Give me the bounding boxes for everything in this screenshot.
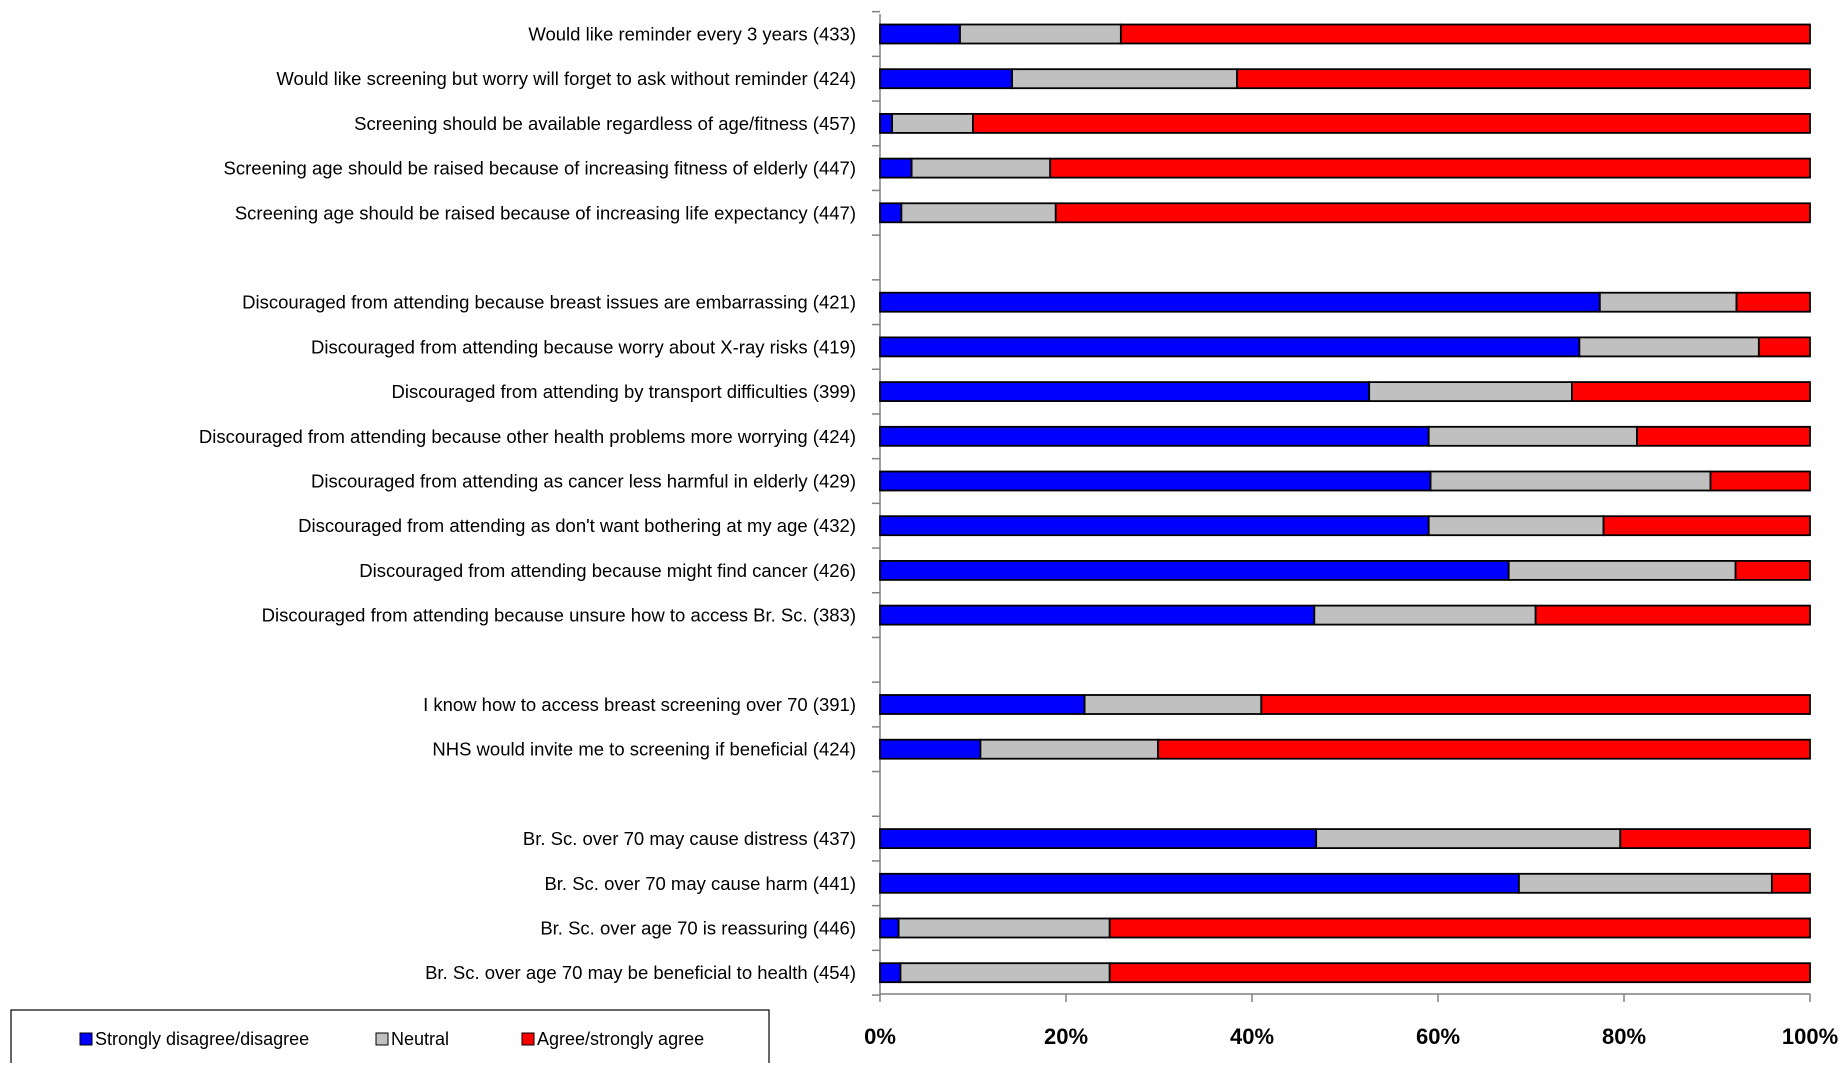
category-labels: Would like reminder every 3 years (433) W… bbox=[199, 24, 856, 984]
bar-segment-agree bbox=[1619, 828, 1811, 849]
bar-segment-neutral bbox=[1368, 381, 1573, 403]
bar-segment-agree bbox=[1757, 336, 1811, 358]
legend-swatch bbox=[79, 1032, 93, 1046]
bar-segment-disagree bbox=[879, 604, 1316, 626]
bar-segment-neutral bbox=[1598, 291, 1738, 313]
bar-segment-disagree bbox=[879, 113, 893, 134]
category-label: Br. Sc. over 70 may cause distress (437) bbox=[523, 828, 856, 849]
bar-segment-agree bbox=[1236, 68, 1811, 90]
bar-segment-neutral bbox=[897, 917, 1111, 939]
bar-segment-neutral bbox=[899, 962, 1111, 984]
bar-segment-neutral bbox=[1518, 872, 1773, 894]
legend-swatch bbox=[521, 1032, 535, 1046]
legend-swatch bbox=[375, 1032, 389, 1046]
category-label: Discouraged from attending because breas… bbox=[242, 292, 856, 313]
category-label: Br. Sc. over age 70 may be beneficial to… bbox=[425, 962, 856, 983]
category-label: Discouraged from attending by transport … bbox=[392, 381, 856, 402]
bar-segment-disagree bbox=[879, 828, 1318, 849]
bar-segment-neutral bbox=[1429, 470, 1712, 492]
bar-segment-disagree bbox=[879, 68, 1013, 90]
bar-segment-agree bbox=[1735, 291, 1811, 313]
x-tick-label: 60% bbox=[1416, 1024, 1460, 1049]
bar-segment-disagree bbox=[879, 962, 902, 984]
category-label: NHS would invite me to screening if bene… bbox=[432, 739, 856, 760]
bar-segment-disagree bbox=[879, 381, 1371, 403]
category-label: Would like screening but worry will forg… bbox=[276, 68, 856, 89]
category-label: Discouraged from attending as cancer les… bbox=[311, 471, 856, 492]
legend-box bbox=[10, 1009, 770, 1068]
bar-segment-neutral bbox=[891, 113, 974, 134]
bar-segment-disagree bbox=[879, 291, 1601, 313]
category-label: Br. Sc. over 70 may cause harm (441) bbox=[544, 873, 856, 894]
bar-segment-neutral bbox=[1011, 68, 1239, 90]
legend-label: Strongly disagree/disagree bbox=[95, 1029, 309, 1049]
bar-segment-neutral bbox=[979, 738, 1159, 760]
bar-segment-disagree bbox=[879, 515, 1430, 537]
category-label: Discouraged from attending because other… bbox=[199, 426, 856, 447]
legend: Strongly disagree/disagree Neutral Agree/s… bbox=[10, 1009, 770, 1068]
x-tick-label: 100% bbox=[1782, 1024, 1838, 1049]
bar-segment-agree bbox=[1602, 515, 1811, 537]
bar-segment-agree bbox=[1049, 157, 1811, 179]
legend-label: Neutral bbox=[391, 1029, 449, 1049]
bar-segment-disagree bbox=[879, 23, 961, 45]
bar-segment-disagree bbox=[879, 157, 913, 179]
bar-segment-disagree bbox=[879, 202, 903, 224]
x-tick-label: 20% bbox=[1044, 1024, 1088, 1049]
category-label: Screening age should be raised because o… bbox=[235, 202, 856, 223]
bar-segment-neutral bbox=[1427, 425, 1638, 447]
bar-segment-disagree bbox=[879, 336, 1581, 358]
bar-segment-agree bbox=[1157, 738, 1811, 760]
x-tick-label: 0% bbox=[864, 1024, 896, 1049]
category-label: Screening age should be raised because o… bbox=[224, 158, 856, 179]
category-label: Discouraged from attending because unsur… bbox=[262, 605, 856, 626]
category-label: Discouraged from attending because might… bbox=[359, 560, 856, 581]
bar-segment-disagree bbox=[879, 560, 1510, 581]
bar-segment-neutral bbox=[959, 23, 1122, 45]
category-label: I know how to access breast screening ov… bbox=[423, 694, 856, 715]
bar-segment-neutral bbox=[910, 157, 1052, 179]
bar-segment-agree bbox=[1709, 470, 1811, 492]
bar-segment-disagree bbox=[879, 872, 1520, 894]
bar-segment-agree bbox=[1054, 202, 1811, 224]
bar-segment-agree bbox=[1636, 425, 1811, 447]
bar-segment-disagree bbox=[879, 470, 1432, 492]
bar-segment-agree bbox=[1260, 694, 1811, 715]
category-label: Screening should be available regardless… bbox=[354, 113, 856, 134]
bar-segment-disagree bbox=[879, 738, 982, 760]
category-label: Br. Sc. over age 70 is reassuring (446) bbox=[540, 918, 856, 939]
category-label: Discouraged from attending as don't want… bbox=[298, 515, 856, 536]
bar-segment-neutral bbox=[1083, 694, 1263, 715]
bar-segment-agree bbox=[1108, 917, 1811, 939]
bar-segment-agree bbox=[972, 113, 1811, 134]
category-label: Discouraged from attending because worry… bbox=[311, 336, 856, 357]
bar-segment-neutral bbox=[1427, 515, 1605, 537]
bar-segment-agree bbox=[1108, 962, 1811, 984]
bar-segment-neutral bbox=[1315, 828, 1622, 849]
bar-segment-neutral bbox=[900, 202, 1057, 224]
x-tick-label: 80% bbox=[1602, 1024, 1646, 1049]
bar-segment-agree bbox=[1734, 560, 1811, 581]
bar-segment-neutral bbox=[1313, 604, 1537, 626]
bar-segment-agree bbox=[1770, 872, 1811, 894]
bar-segment-disagree bbox=[879, 917, 900, 939]
bar-segment-disagree bbox=[879, 694, 1086, 715]
bar-segment-agree bbox=[1119, 23, 1811, 45]
bars-layer bbox=[879, 23, 1811, 984]
bar-segment-agree bbox=[1571, 381, 1811, 403]
bar-segment-disagree bbox=[879, 425, 1430, 447]
legend-label: Agree/strongly agree bbox=[537, 1029, 704, 1049]
bar-segment-agree bbox=[1534, 604, 1811, 626]
x-tick-label: 40% bbox=[1230, 1024, 1274, 1049]
category-label: Would like reminder every 3 years (433) bbox=[528, 24, 856, 45]
bar-segment-neutral bbox=[1507, 560, 1737, 581]
x-axis-tick-labels: 0% 20% 40% 60% 80% 100% bbox=[864, 1024, 1838, 1049]
bar-segment-neutral bbox=[1578, 336, 1760, 358]
